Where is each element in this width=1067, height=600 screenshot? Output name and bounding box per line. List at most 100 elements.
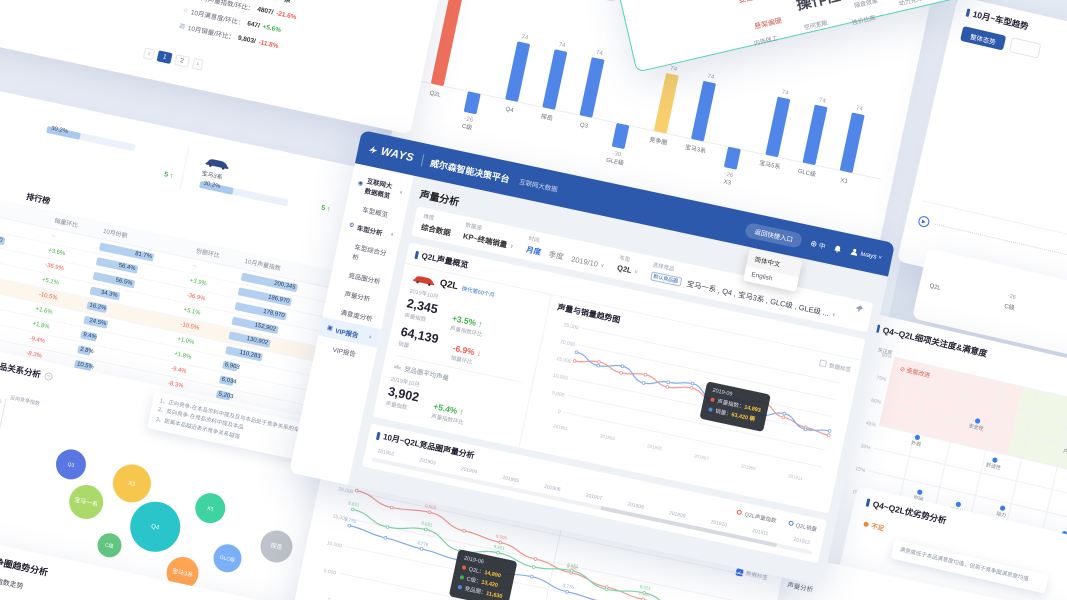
bubble-C级[interactable] [95, 531, 123, 559]
main-content: 声量分析 维度 综合数据 数据源 KP~终端销量 ∨ 时间 月度 季度 2 [348, 175, 889, 586]
bar[interactable] [579, 57, 605, 118]
bubble-宝马3系[interactable] [164, 554, 202, 592]
bar[interactable] [463, 91, 481, 115]
scatter-point-舒适性[interactable] [992, 457, 998, 463]
title-bar [865, 498, 870, 507]
svg-text:宝马5系: 宝马5系 [759, 159, 782, 171]
legend-label: Q2L声量指数 [743, 511, 777, 525]
svg-text:74: 74 [670, 66, 678, 73]
share-bar: 30.2% [46, 126, 136, 152]
scatter-point-安全性[interactable] [975, 418, 981, 424]
svg-text:201907: 201907 [694, 453, 710, 461]
bar[interactable] [431, 0, 472, 86]
bubble-X1[interactable] [109, 461, 154, 506]
prev-page-button[interactable]: ‹ [142, 47, 156, 61]
bar[interactable] [839, 112, 865, 173]
secondary-button[interactable] [1008, 37, 1042, 59]
bubble-Q4[interactable] [126, 497, 185, 556]
scatter-point-空间[interactable] [917, 489, 923, 495]
svg-text:外观: 外观 [910, 439, 921, 448]
attention-scatter-card: Q4~Q2L细项关注度&满意度 90%75%60%45%30%15%0%1020… [809, 312, 1067, 600]
bar[interactable] [542, 49, 568, 110]
app-logo[interactable]: WAYS [367, 143, 415, 164]
model-generation-link[interactable]: 换代第60个月 [461, 285, 496, 299]
next-page-button[interactable]: › [191, 57, 204, 71]
x-axis-label: 201910 [709, 519, 728, 529]
bar[interactable] [611, 123, 630, 149]
scatter-point-外观[interactable] [914, 434, 920, 441]
chart-icon: ▥ [178, 22, 186, 30]
svg-text:Q3: Q3 [67, 462, 75, 469]
svg-text:GLC级: GLC级 [797, 167, 817, 179]
tooltip-value: 13,420 [480, 579, 499, 589]
svg-text:-26: -26 [724, 171, 734, 179]
svg-text:关注度: 关注度 [877, 346, 893, 356]
bubble-GLC级[interactable] [211, 542, 244, 575]
scatter-point-动力[interactable] [1000, 505, 1006, 511]
data-label-checkbox[interactable] [818, 359, 828, 368]
svg-text:5,000: 5,000 [323, 568, 337, 577]
bubble-宝马一系[interactable] [66, 482, 106, 522]
stat-value: 9,803/ [237, 34, 257, 45]
series-dot [457, 584, 463, 590]
chevron-up-icon: ∧ [389, 230, 395, 237]
pin-icon[interactable] [854, 303, 865, 314]
filter-datasource[interactable]: 数据源 KP~终端销量 ∨ [462, 222, 515, 250]
bar[interactable] [654, 73, 679, 134]
empty-plot [922, 45, 1067, 249]
svg-text:0: 0 [327, 597, 331, 600]
competitor-tile[interactable]: 宝马3系 30.2% 5 ↑ [189, 148, 345, 223]
x-axis-label: 201906 [543, 483, 562, 494]
svg-text:探岳: 探岳 [270, 541, 283, 551]
svg-text:74: 74 [595, 50, 603, 57]
bell-icon[interactable] [833, 243, 843, 253]
svg-text:X3: X3 [206, 506, 213, 513]
user-menu[interactable]: iways ∨ [850, 247, 883, 261]
product-subtitle: 互联网大数据 [518, 178, 559, 194]
star-icon: ☆ [182, 6, 189, 14]
stats-column: ▤综合评价：安全气囊▦10月强竞争关系车型：宝马一系▣10月声量指数/环比：48… [177, 0, 394, 78]
bar[interactable] [505, 41, 530, 102]
info-icon[interactable]: ? [43, 371, 54, 382]
svg-text:74: 74 [558, 42, 566, 49]
legend-item[interactable]: Q2L声量指数 [736, 508, 777, 524]
page-number[interactable]: 2 [174, 54, 190, 68]
svg-text:15%: 15% [855, 466, 867, 474]
scatter-point-性价比[interactable] [955, 501, 961, 507]
x-axis-label: 201902 [376, 448, 395, 458]
legend-label[interactable]: 不足 [870, 523, 885, 533]
language-switcher[interactable]: ⊕ 中 [809, 238, 826, 251]
competitor-tile[interactable]: 30.2% 5 ↑ [32, 114, 190, 190]
title-bar [965, 8, 970, 17]
bar[interactable] [765, 96, 791, 158]
back-shortcut-button[interactable]: 返回快捷入口 [744, 221, 804, 249]
tab-quarterly[interactable]: 季度 [547, 249, 565, 262]
svg-text:Q4: Q4 [150, 524, 160, 532]
svg-text:201903: 201903 [600, 433, 616, 441]
svg-text:25,000: 25,000 [563, 322, 579, 331]
time-value[interactable]: 2019/10 [570, 254, 599, 269]
svg-text:201909: 201909 [740, 463, 756, 471]
play-icon[interactable]: ▶ [917, 215, 931, 229]
bar[interactable] [691, 81, 716, 142]
bar[interactable] [802, 104, 828, 166]
filter-model[interactable]: 车型 Q2L ∨ [616, 255, 639, 276]
page-number[interactable]: 1 [156, 50, 173, 65]
wordcloud-word: 动力充沛 [898, 0, 924, 8]
bubble-Q3[interactable] [53, 447, 89, 483]
series-dot [459, 574, 465, 580]
svg-text:8,651: 8,651 [421, 520, 434, 527]
stat-value: 4807/ [256, 5, 275, 16]
svg-text:反向竞争指数: 反向竞争指数 [10, 394, 41, 407]
bubble-X3[interactable] [192, 490, 228, 526]
filter-dimension[interactable]: 维度 综合数据 [420, 213, 452, 238]
volume-trend-card: 声量趋势 ✓数据标签 25,00020,00015,00010,0005,000… [269, 424, 794, 600]
tab-monthly[interactable]: 月度 [525, 244, 542, 257]
bubble-探岳[interactable] [257, 527, 295, 565]
bar[interactable] [724, 146, 741, 170]
legend-item[interactable]: Q2L销量 [787, 519, 817, 533]
filter-time[interactable]: 时间 月度 季度 2019/10 ∨ [525, 236, 605, 269]
chevron-down-icon: ∨ [600, 262, 605, 269]
model-name: Q2L [438, 277, 460, 293]
